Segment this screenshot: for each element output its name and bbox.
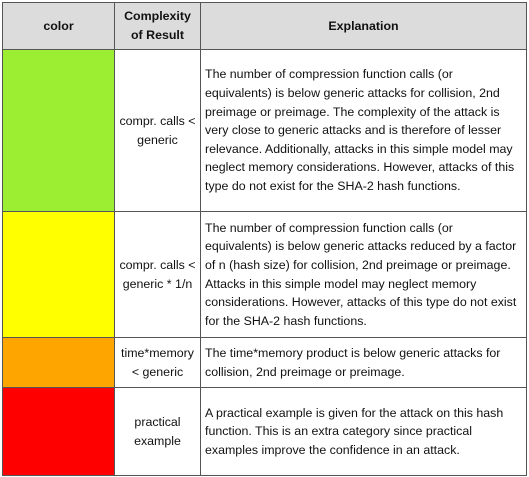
table-row: practical example A practical example is … <box>2 387 527 477</box>
color-swatch <box>2 336 115 389</box>
explanation-cell: The number of compression function calls… <box>200 211 527 338</box>
complexity-cell: practical example <box>114 387 201 477</box>
explanation-cell: The time*memory product is below generic… <box>200 336 527 389</box>
complexity-cell: time*memory < generic <box>114 336 201 389</box>
table-row: compr. calls < generic * 1/n The number o… <box>2 211 527 338</box>
table-row: compr. calls < generic The number of comp… <box>2 49 527 212</box>
table-body: compr. calls < generic The number of comp… <box>2 49 527 477</box>
header-cell: Explanation <box>200 2 527 50</box>
complexity-cell: compr. calls < generic <box>114 49 201 212</box>
color-swatch <box>2 387 115 477</box>
header-cell: Complexity of Result <box>114 2 201 50</box>
table-row: time*memory < generic The time*memory pro… <box>2 336 527 389</box>
color-swatch <box>2 211 115 338</box>
explanation-cell: The number of compression function calls… <box>200 49 527 212</box>
explanation-cell: A practical example is given for the att… <box>200 387 527 477</box>
color-swatch <box>2 49 115 212</box>
header-cell: color <box>2 2 115 50</box>
header-row: color Complexity of Result Explanation <box>2 2 527 50</box>
complexity-cell: compr. calls < generic * 1/n <box>114 211 201 338</box>
